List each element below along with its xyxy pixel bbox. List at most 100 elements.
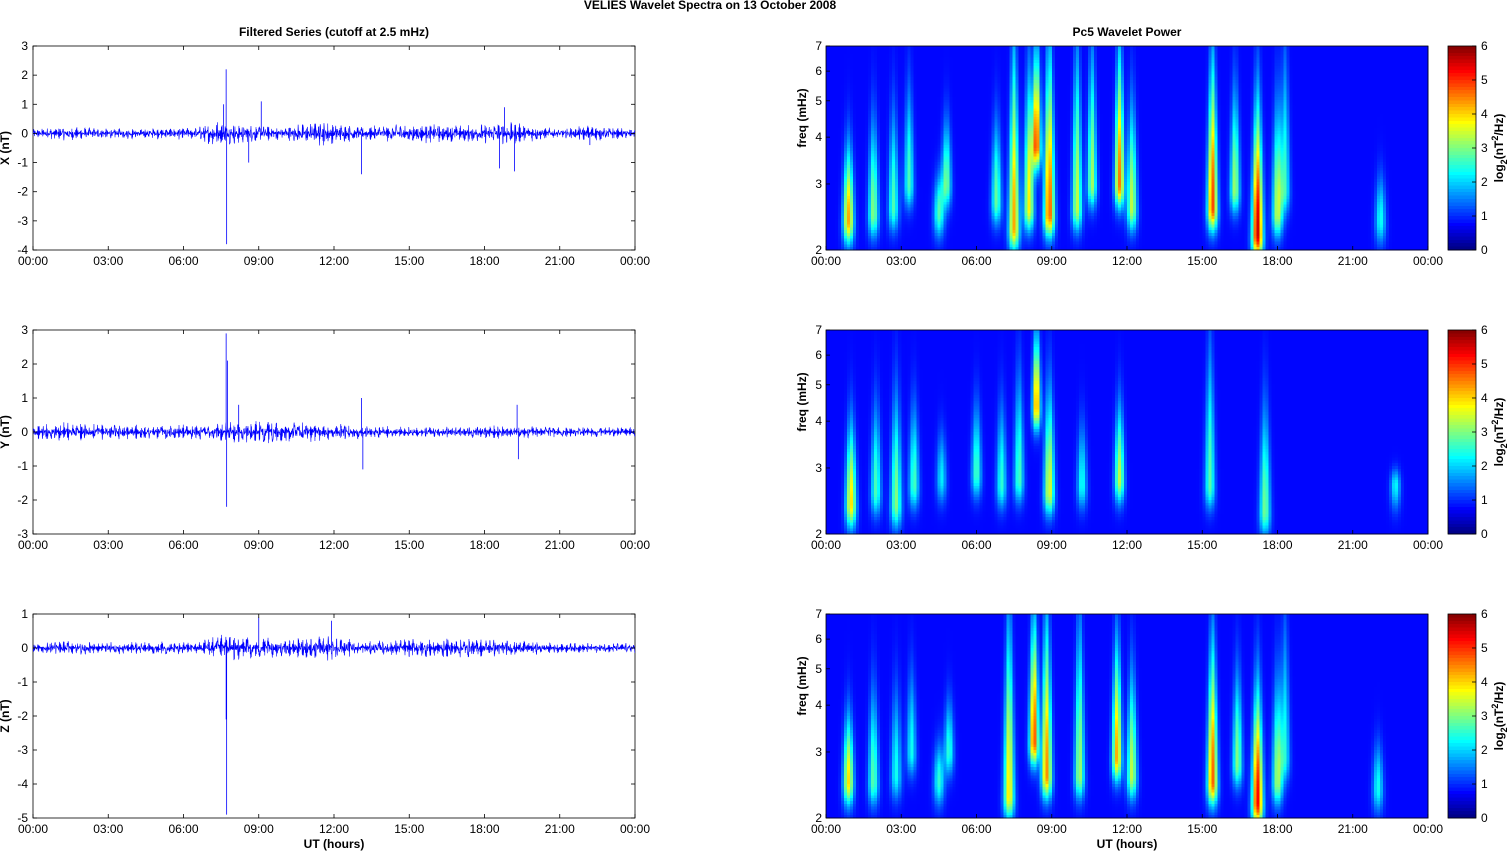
heatmap-cell — [1217, 86, 1220, 89]
heatmap-cell — [1142, 66, 1145, 69]
heatmap-cell — [1061, 83, 1064, 86]
heatmap-cell — [1073, 57, 1076, 60]
heatmap-cell — [1082, 72, 1085, 75]
heatmap-cell — [1058, 74, 1061, 77]
heatmap-cell — [980, 66, 983, 69]
heatmap-cell — [832, 72, 835, 75]
heatmap-cell — [1226, 72, 1229, 75]
heatmap-cell — [1389, 63, 1392, 66]
heatmap-cell — [1347, 60, 1350, 63]
heatmap-cell — [1293, 83, 1296, 86]
heatmap-cell — [1193, 77, 1196, 80]
heatmap-cell — [1335, 83, 1338, 86]
heatmap-cell — [1410, 60, 1413, 63]
heatmap-cell — [1398, 83, 1401, 86]
heatmap-cell — [1136, 86, 1139, 89]
heatmap-cell — [1034, 83, 1037, 86]
heatmap-cell — [1115, 49, 1118, 52]
heatmap-cell — [907, 80, 910, 83]
heatmap-cell — [1271, 46, 1274, 49]
heatmap-cell — [934, 46, 937, 49]
heatmap-cell — [1407, 57, 1410, 60]
heatmap-cell — [1380, 72, 1383, 75]
heatmap-cell — [1187, 77, 1190, 80]
heatmap-cell — [961, 60, 964, 63]
heatmap-cell — [1290, 80, 1293, 83]
heatmap-cell — [1268, 69, 1271, 72]
heatmap-cell — [1259, 55, 1262, 58]
heatmap-cell — [1166, 66, 1169, 69]
heatmap-cell — [1187, 80, 1190, 83]
heatmap-cell — [1232, 72, 1235, 75]
heatmap-cell — [1250, 52, 1253, 55]
heatmap-cell — [1130, 80, 1133, 83]
heatmap-cell — [1127, 57, 1130, 60]
heatmap-cell — [1308, 52, 1311, 55]
heatmap-cell — [1154, 63, 1157, 66]
heatmap-cell — [1235, 69, 1238, 72]
heatmap-cell — [919, 57, 922, 60]
heatmap-cell — [1127, 49, 1130, 52]
heatmap-cell — [1127, 46, 1130, 49]
heatmap-cell — [1136, 63, 1139, 66]
heatmap-cell — [1187, 66, 1190, 69]
heatmap-cell — [847, 77, 850, 80]
heatmap-cell — [1226, 86, 1229, 89]
heatmap-cell — [1088, 77, 1091, 80]
heatmap-cell — [1175, 80, 1178, 83]
heatmap-cell — [1064, 63, 1067, 66]
heatmap-cell — [989, 69, 992, 72]
heatmap-cell — [1115, 52, 1118, 55]
heatmap-cell — [1172, 80, 1175, 83]
heatmap-cell — [1172, 69, 1175, 72]
heatmap-cell — [898, 74, 901, 77]
heatmap-cell — [1085, 49, 1088, 52]
heatmap-cell — [1208, 60, 1211, 63]
heatmap-cell — [1299, 77, 1302, 80]
heatmap-cell — [1293, 46, 1296, 49]
heatmap-cell — [1326, 77, 1329, 80]
heatmap-cell — [1314, 55, 1317, 58]
heatmap-cell — [1190, 72, 1193, 75]
x-tick-label: 18:00 — [469, 538, 499, 552]
heatmap-cell — [1383, 80, 1386, 83]
heatmap-cell — [841, 63, 844, 66]
heatmap-cell — [1268, 74, 1271, 77]
heatmap-cell — [1317, 49, 1320, 52]
heatmap-cell — [1190, 86, 1193, 89]
heatmap-cell — [877, 77, 880, 80]
heatmap-cell — [1115, 63, 1118, 66]
heatmap-cell — [1332, 52, 1335, 55]
heatmap-cell — [1016, 72, 1019, 75]
heatmap-cell — [989, 46, 992, 49]
heatmap-cell — [826, 60, 829, 63]
heatmap-cell — [1253, 60, 1256, 63]
heatmap-cell — [1193, 55, 1196, 58]
heatmap-cell — [1079, 74, 1082, 77]
heatmap-cell — [1019, 46, 1022, 49]
heatmap-cell — [868, 77, 871, 80]
heatmap-cell — [1386, 83, 1389, 86]
heatmap-cell — [977, 72, 980, 75]
heatmap-cell — [1241, 80, 1244, 83]
heatmap-cell — [986, 52, 989, 55]
heatmap-cell — [1250, 57, 1253, 60]
heatmap-cell — [1278, 52, 1281, 55]
heatmap-cell — [850, 80, 853, 83]
heatmap-cell — [1085, 63, 1088, 66]
heatmap-cell — [826, 63, 829, 66]
heatmap-cell — [841, 46, 844, 49]
heatmap-cell — [1145, 49, 1148, 52]
heatmap-cell — [970, 72, 973, 75]
heatmap-cell — [1419, 66, 1422, 69]
heatmap-cell — [1100, 77, 1103, 80]
heatmap-cell — [977, 52, 980, 55]
heatmap-cell — [1202, 55, 1205, 58]
heatmap-cell — [1386, 74, 1389, 77]
heatmap-cell — [910, 86, 913, 89]
heatmap-cell — [1013, 52, 1016, 55]
heatmap-cell — [977, 69, 980, 72]
heatmap-cell — [1151, 55, 1154, 58]
heatmap-cell — [1374, 72, 1377, 75]
heatmap-cell — [1136, 80, 1139, 83]
